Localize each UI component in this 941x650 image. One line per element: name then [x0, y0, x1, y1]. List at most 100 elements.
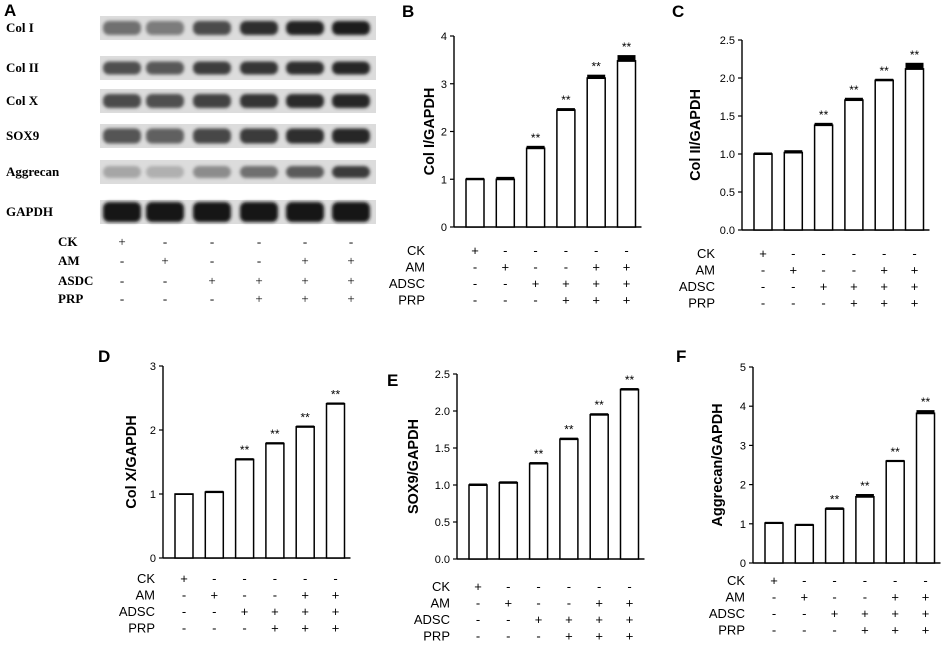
significance-label: ** — [625, 373, 635, 387]
condition-sign: + — [861, 623, 869, 638]
blot-band — [193, 166, 231, 178]
condition-sign: + — [891, 623, 899, 638]
blot-band-label: GAPDH — [6, 204, 53, 219]
condition-row: PRP - - - + + + — [398, 293, 630, 308]
bar — [813, 124, 834, 231]
blot-band — [286, 128, 324, 144]
condition-sign: + — [347, 253, 354, 268]
condition-row: PRP - - - + + + — [718, 623, 929, 638]
significance-label: ** — [592, 60, 602, 74]
condition-sign: + — [850, 279, 858, 294]
significance-label: ** — [595, 398, 605, 412]
condition-sign: + — [759, 246, 767, 261]
condition-sign: - — [242, 571, 246, 586]
error-bar — [496, 176, 515, 181]
condition-sign: + — [211, 588, 219, 603]
condition-sign: + — [626, 612, 634, 627]
error-bar — [466, 177, 484, 181]
y-tick-label: 4 — [441, 31, 447, 43]
condition-sign: - — [242, 621, 246, 636]
condition-sign: + — [332, 588, 340, 603]
condition-sign: - — [210, 291, 214, 306]
y-tick-label: 3 — [441, 79, 447, 91]
condition-sign: - — [567, 596, 571, 611]
significance-label: ** — [561, 93, 571, 107]
condition-sign: + — [532, 276, 540, 291]
error-bar — [825, 507, 844, 510]
condition-sign: + — [891, 590, 899, 605]
condition-sign: + — [301, 621, 309, 636]
y-tick-label: 2 — [441, 127, 447, 139]
bar — [885, 460, 905, 564]
condition-label: CK — [137, 571, 155, 586]
bar — [586, 77, 606, 228]
condition-sign: - — [212, 604, 216, 619]
error-bar — [754, 152, 772, 155]
significance-label: ** — [240, 443, 250, 457]
condition-sign: + — [770, 573, 778, 588]
significance-label: ** — [622, 40, 632, 54]
chart-panel-c: C Col II/GAPDH 0.0 0.5 1.0 1.5 2.0 2.5 ** ** ** ** C… — [672, 2, 930, 311]
condition-sign: + — [911, 279, 919, 294]
condition-sign: - — [564, 243, 568, 258]
y-tick-label: 5 — [740, 362, 746, 374]
condition-sign: - — [772, 606, 776, 621]
condition-sign: - — [852, 246, 856, 261]
condition-label: CK — [58, 234, 78, 249]
condition-sign: + — [595, 596, 603, 611]
bar — [495, 178, 516, 228]
condition-label: AM — [431, 596, 451, 611]
condition-label: PRP — [128, 621, 155, 636]
condition-row: ADSC - - + + + + — [679, 279, 918, 294]
significance-label: ** — [531, 131, 541, 145]
condition-sign: + — [241, 604, 249, 619]
y-tick-label: 0 — [441, 222, 447, 234]
condition-sign: - — [506, 579, 510, 594]
y-tick-label: 3 — [150, 361, 156, 373]
condition-sign: + — [271, 604, 279, 619]
error-bar — [499, 481, 518, 484]
condition-sign: + — [592, 293, 600, 308]
condition-label: ASDC — [58, 273, 93, 288]
condition-sign: - — [506, 629, 510, 644]
condition-sign: - — [536, 629, 540, 644]
condition-sign: - — [333, 571, 337, 586]
blot-band — [146, 202, 184, 222]
condition-sign: + — [922, 606, 930, 621]
condition-row: PRP - - - + + + — [423, 629, 633, 644]
condition-sign: - — [821, 296, 825, 311]
condition-sign: - — [473, 276, 477, 291]
error-bar — [526, 145, 545, 150]
condition-sign: - — [163, 234, 167, 249]
condition-sign: - — [533, 260, 537, 275]
condition-sign: + — [861, 606, 869, 621]
y-axis-label: Col II/GAPDH — [688, 89, 704, 181]
condition-sign: - — [212, 571, 216, 586]
condition-label: ADSC — [679, 279, 715, 294]
error-bar — [844, 97, 863, 102]
blot-band — [332, 128, 370, 144]
blot-band — [103, 21, 141, 35]
error-bar — [559, 437, 578, 441]
error-bar — [617, 55, 636, 62]
error-bar — [469, 483, 487, 486]
condition-sign: + — [790, 263, 798, 278]
blot-row: Col I — [6, 16, 376, 40]
error-bar — [175, 493, 193, 495]
condition-sign: + — [623, 293, 631, 308]
condition-sign: + — [471, 243, 479, 258]
blot-band — [103, 94, 141, 108]
condition-sign: - — [821, 246, 825, 261]
condition-sign: - — [473, 260, 477, 275]
bar — [295, 426, 315, 559]
significance-label: ** — [921, 395, 931, 409]
blot-band-label: Col II — [6, 60, 39, 75]
condition-sign: + — [255, 273, 262, 288]
condition-sign: - — [863, 573, 867, 588]
blot-band — [146, 61, 184, 75]
condition-sign: + — [922, 590, 930, 605]
y-tick-label: 0 — [150, 553, 156, 565]
condition-sign: + — [565, 629, 573, 644]
condition-sign: - — [832, 590, 836, 605]
